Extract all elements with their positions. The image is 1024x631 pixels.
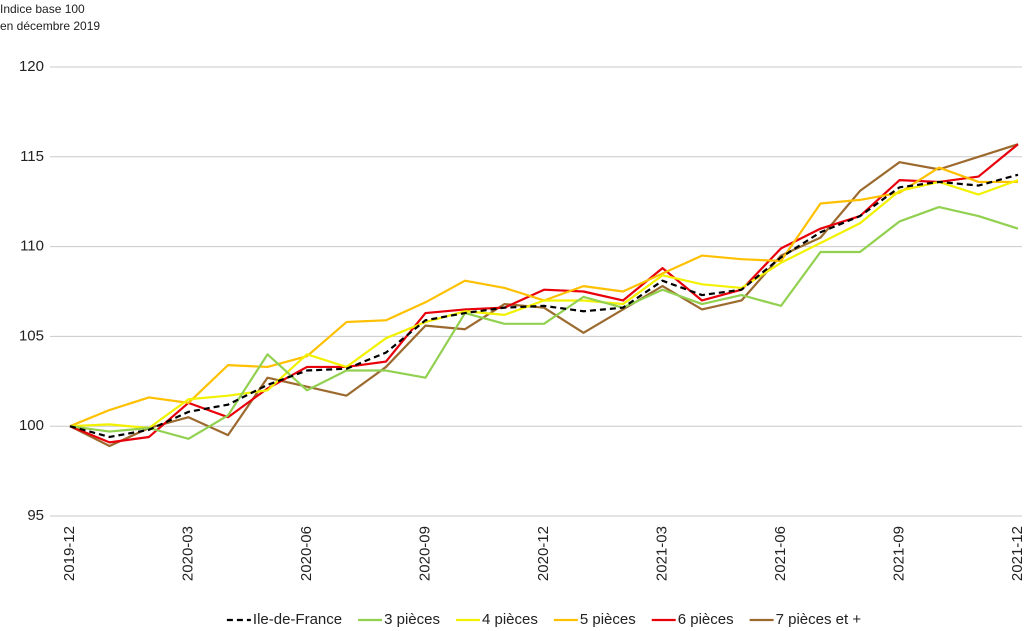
series-line: [69, 166, 1018, 428]
legend-label: 6 pièces: [678, 611, 734, 628]
legend-item: 5 pièces: [553, 611, 636, 628]
y-tick-label: 95: [27, 507, 44, 524]
x-tick-label: 2021-09: [890, 526, 907, 581]
x-tick-label: 2020-06: [298, 526, 315, 581]
x-tick-label: 2020-03: [179, 526, 196, 581]
y-tick-label: 105: [19, 327, 44, 344]
y-tick-label: 115: [20, 148, 44, 165]
legend-item: Ile-de-France: [226, 611, 342, 628]
y-tick-label: 100: [19, 417, 44, 434]
x-tick-label: 2021-03: [653, 526, 670, 581]
legend-label: 3 pièces: [384, 611, 440, 628]
series-line: [69, 179, 1019, 430]
x-tick-label: 2020-09: [416, 526, 433, 581]
legend-label: 5 pièces: [580, 611, 636, 628]
x-tick-label: 2021-06: [772, 526, 789, 581]
y-tick-label: 110: [20, 238, 44, 255]
legend-item: 4 pièces: [455, 611, 538, 628]
legend-item: 3 pièces: [358, 611, 440, 628]
legend-item: 7 pièces et +: [749, 611, 862, 628]
series-line: [69, 143, 1019, 448]
legend-label: Ile-de-France: [253, 611, 342, 628]
series-line: [69, 205, 1019, 440]
series-line: [69, 173, 1019, 439]
y-axis-title: Indice base 100: [0, 2, 85, 16]
x-tick-label: 2020-12: [535, 526, 552, 581]
x-tick-label: 2019-12: [61, 526, 78, 581]
y-axis-title: en décembre 2019: [0, 19, 100, 33]
legend-item: 6 pièces: [651, 611, 734, 628]
legend-label: 7 pièces et +: [776, 611, 862, 628]
x-tick-label: 2021-12: [1009, 526, 1024, 581]
y-tick-label: 120: [19, 58, 44, 75]
legend-label: 4 pièces: [482, 611, 538, 628]
